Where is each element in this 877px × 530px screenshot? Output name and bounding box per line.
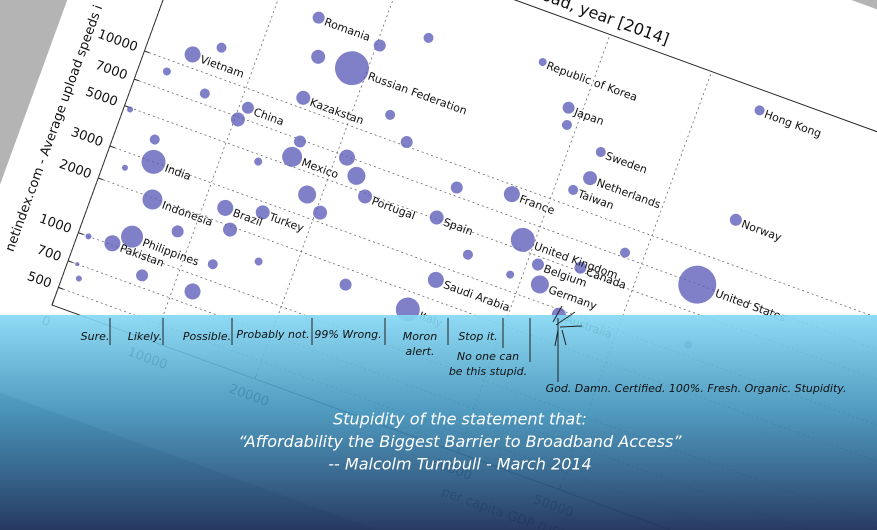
bubble [358, 189, 373, 204]
quote-line: -- Malcolm Turnbull - March 2014 [328, 455, 591, 474]
bubble [293, 135, 306, 148]
scale-label: 99% Wrong. [314, 328, 381, 341]
overlay-band [0, 315, 877, 530]
scale-label: God. Damn. Certified. 100%. Fresh. Organ… [546, 382, 847, 395]
bubble [562, 101, 575, 114]
bubble [400, 136, 413, 149]
bubble [149, 134, 160, 145]
quote-line: “Affordability the Biggest Barrier to Br… [238, 432, 682, 451]
y-tick [134, 78, 140, 82]
bubble [296, 90, 311, 105]
bubble [423, 32, 434, 43]
scale-label: be this stupid. [449, 365, 527, 378]
bubble [510, 227, 535, 252]
y-tick [109, 145, 115, 149]
scale-label: Sure. [81, 330, 110, 343]
bubble [162, 67, 171, 76]
bubble [184, 283, 201, 300]
bubble [347, 166, 366, 185]
y-tick [98, 177, 104, 181]
bubble [311, 49, 326, 64]
y-tick [67, 260, 73, 264]
bubble [313, 205, 328, 220]
y-tick [144, 50, 150, 54]
bubble [184, 46, 201, 63]
bubble [334, 51, 369, 86]
bubble [574, 261, 587, 274]
bubble [339, 278, 352, 291]
bubble [312, 11, 325, 24]
scale-label: Probably not. [236, 328, 309, 341]
bubble [561, 119, 572, 130]
bubble [241, 101, 254, 114]
scribble [552, 305, 583, 347]
bubble [254, 157, 263, 166]
bubble [298, 185, 317, 204]
bubble [121, 225, 144, 248]
grid-line [254, 0, 408, 379]
grid-line [559, 71, 712, 490]
bubble [75, 275, 82, 282]
bubble [199, 88, 210, 99]
scale-label: Likely. [128, 330, 163, 343]
bubble [216, 42, 227, 53]
bubble [595, 146, 606, 157]
bubble [462, 249, 473, 260]
grid-line [457, 34, 611, 453]
bubble [530, 275, 549, 294]
overlay: Sure. Likely. Possible. Probably not. 99% Wr… [0, 305, 877, 530]
bubble [729, 213, 742, 226]
scale-label: Stop it. [458, 330, 497, 343]
bubble [223, 222, 238, 237]
bubble [127, 106, 134, 113]
bubble [136, 269, 149, 282]
bubble [427, 271, 444, 288]
bubble [373, 39, 386, 52]
bubble [141, 149, 166, 174]
bubble [254, 257, 263, 266]
bubble [142, 189, 163, 210]
bubble [339, 149, 356, 166]
bubble [85, 233, 92, 240]
y-tick [58, 286, 64, 290]
bubble [75, 262, 80, 267]
bubble [207, 259, 218, 270]
bubble [754, 105, 765, 116]
bubble [531, 258, 544, 271]
bubble [385, 109, 396, 120]
bubble [121, 164, 128, 171]
bubble [171, 225, 184, 238]
bubble [506, 270, 515, 279]
scale-label: No one can [457, 350, 519, 363]
quote-line: Stupidity of the statement that: [333, 410, 587, 429]
bubble [450, 181, 463, 194]
y-tick [78, 232, 84, 235]
bubble [503, 186, 520, 203]
scale-label: Possible. [183, 330, 231, 343]
bubble [678, 265, 717, 304]
bubble [217, 199, 234, 216]
bubble [230, 112, 245, 127]
x-tick [51, 300, 55, 306]
bubble [282, 146, 303, 167]
scale-label: Moron [403, 330, 437, 343]
bubble [583, 171, 598, 186]
bubble [255, 205, 270, 220]
scale-label: alert. [406, 345, 435, 358]
bubble [429, 210, 444, 225]
bubble [104, 235, 121, 252]
bubble [538, 58, 547, 67]
bubble [568, 184, 579, 195]
bubble [620, 247, 631, 258]
